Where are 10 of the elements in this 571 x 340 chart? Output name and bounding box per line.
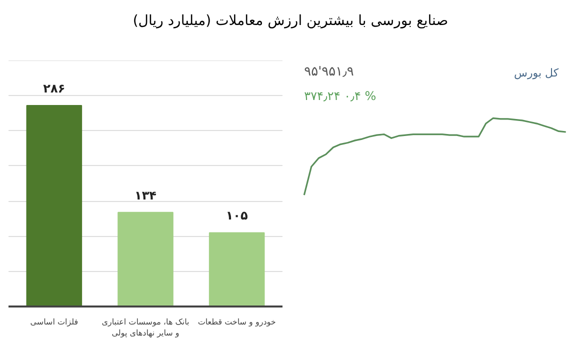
data-label: ۲۸۶ — [43, 81, 66, 96]
chart-title: صنایع بورسی با بیشترین ارزش معاملات (میلیارد ریال) — [132, 12, 448, 31]
text: کل بورس — [514, 66, 560, 80]
data-label: ۱۳۴ — [134, 188, 156, 202]
text: ۹۵'۹۵۱٫۹ — [304, 64, 354, 80]
x-tick-label: فلزات اساسی — [30, 318, 78, 326]
data-label: ۱۰۵ — [226, 208, 248, 223]
x-tick-label: بانک ها، موسسات اعتباری و سایر نهادهای پولی — [102, 318, 190, 338]
x-tick-label: خودرو و ساخت قطعات — [198, 318, 276, 326]
text: ۳۷۴٫۲۴ ۰٫۴ % — [304, 88, 376, 103]
